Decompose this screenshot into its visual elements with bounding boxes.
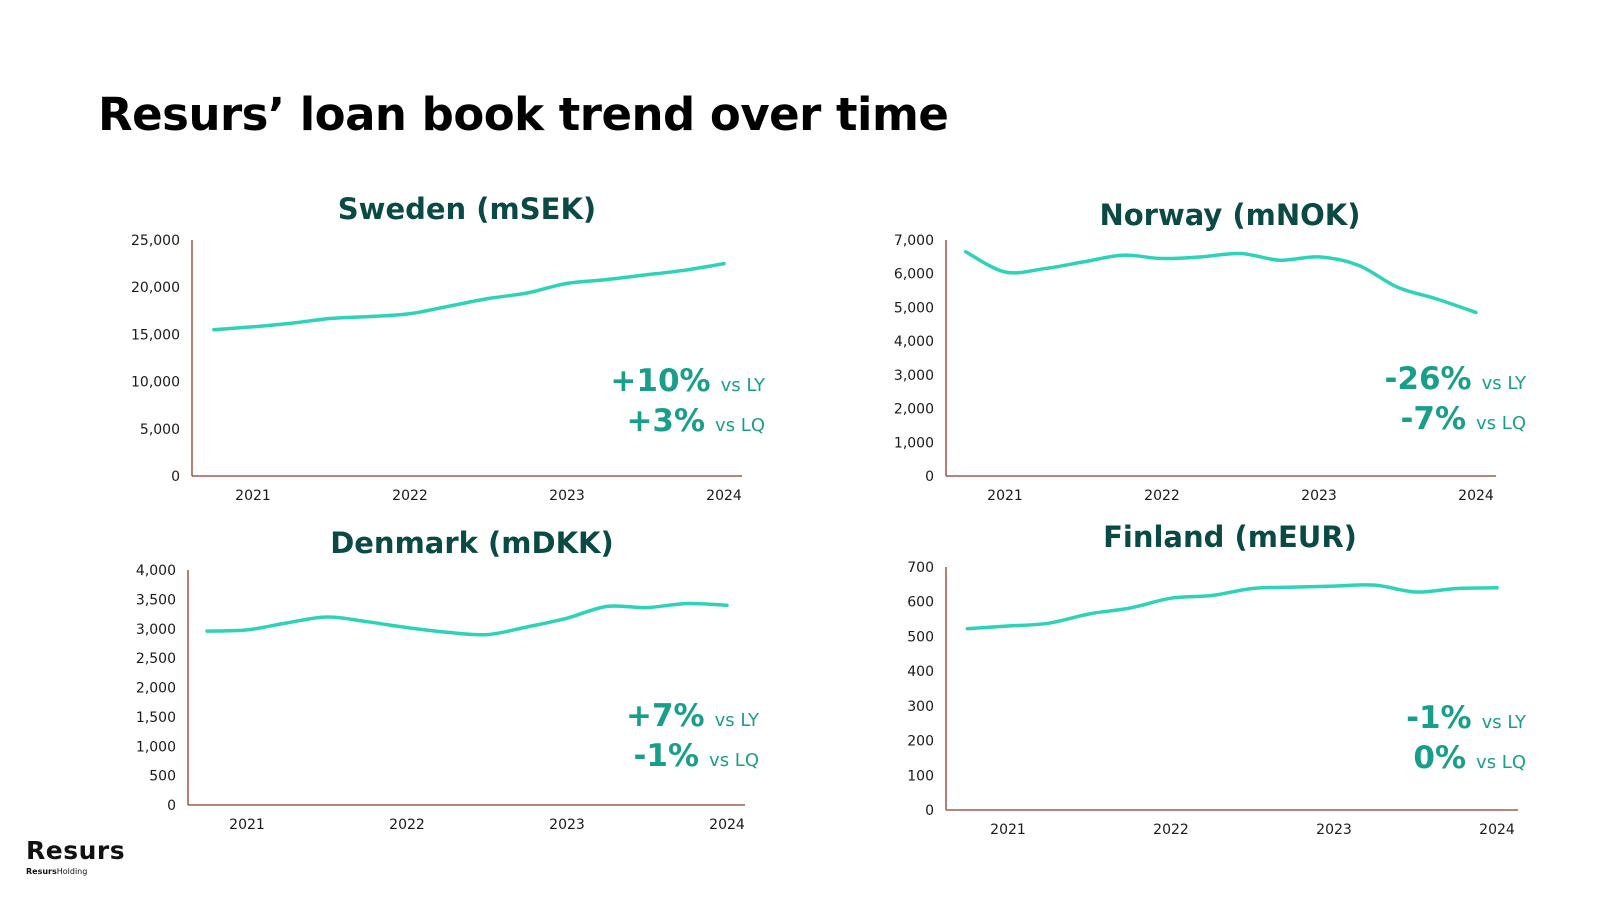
finland-series-line bbox=[965, 583, 1499, 631]
norway-series-line bbox=[964, 250, 1478, 315]
denmark-x-tick-label: 2024 bbox=[709, 817, 745, 833]
denmark-kpi-lq: -1% vs LQ bbox=[634, 738, 759, 774]
denmark-y-tick-label: 0 bbox=[167, 798, 176, 814]
norway-y-tick-label: 2,000 bbox=[894, 402, 934, 418]
finland-y-tick-label: 0 bbox=[925, 803, 934, 819]
denmark-y-tick-label: 3,500 bbox=[136, 592, 176, 608]
sweden-kpi-lq: +3% vs LQ bbox=[626, 403, 765, 439]
denmark-kpi-label: vs LQ bbox=[709, 750, 759, 771]
denmark-y-tick-label: 2,500 bbox=[136, 651, 176, 667]
norway-kpi-label: vs LY bbox=[1482, 373, 1527, 394]
logo-subtitle: ResursHolding bbox=[26, 867, 125, 876]
norway-kpi-value: -7% bbox=[1401, 401, 1467, 437]
finland-x-tick-label: 2024 bbox=[1479, 822, 1515, 838]
sweden-x-tick-label: 2022 bbox=[392, 488, 428, 504]
logo-wordmark: Resurs bbox=[26, 836, 126, 865]
norway-y-tick-label: 1,000 bbox=[894, 435, 934, 451]
denmark-chart-title: Denmark (mDKK) bbox=[330, 526, 614, 560]
sweden-y-tick-label: 15,000 bbox=[131, 327, 180, 343]
finland-y-tick-label: 200 bbox=[907, 734, 934, 750]
denmark-y-tick-label: 3,000 bbox=[136, 622, 176, 638]
finland-kpi-label: vs LY bbox=[1482, 712, 1527, 733]
sweden-y-tick-label: 0 bbox=[171, 469, 180, 485]
norway-y-tick-label: 5,000 bbox=[894, 300, 934, 316]
norway-chart-title: Norway (mNOK) bbox=[1099, 198, 1360, 232]
sweden-y-tick-label: 5,000 bbox=[140, 422, 180, 438]
sweden-kpi-value: +10% bbox=[610, 363, 710, 399]
norway-x-tick-label: 2022 bbox=[1144, 488, 1180, 504]
denmark-kpi-label: vs LY bbox=[715, 710, 760, 731]
norway-y-tick-label: 0 bbox=[925, 469, 934, 485]
norway-y-tick-label: 4,000 bbox=[894, 334, 934, 350]
sweden-x-tick-label: 2023 bbox=[549, 488, 585, 504]
logo-sub-rest: Holding bbox=[56, 867, 88, 876]
finland-kpi-value: 0% bbox=[1413, 740, 1466, 776]
denmark-y-tick-label: 1,500 bbox=[136, 710, 176, 726]
resurs-logo: Resurs ResursHolding bbox=[26, 836, 125, 876]
sweden-x-tick-label: 2021 bbox=[235, 488, 271, 504]
finland-y-tick-label: 400 bbox=[907, 664, 934, 680]
norway-y-tick-label: 3,000 bbox=[894, 368, 934, 384]
norway-y-tick-label: 7,000 bbox=[894, 233, 934, 249]
finland-x-tick-label: 2022 bbox=[1153, 822, 1189, 838]
norway-x-tick-label: 2023 bbox=[1301, 488, 1337, 504]
denmark-x-tick-label: 2023 bbox=[549, 817, 585, 833]
denmark-y-tick-label: 2,000 bbox=[136, 681, 176, 697]
denmark-y-tick-label: 1,000 bbox=[136, 739, 176, 755]
norway-kpi-value: -26% bbox=[1385, 361, 1472, 397]
finland-chart-title: Finland (mEUR) bbox=[1103, 520, 1357, 554]
sweden-series-line bbox=[212, 261, 726, 332]
finland-y-tick-label: 500 bbox=[907, 629, 934, 645]
page-title: Resurs’ loan book trend over time bbox=[98, 88, 949, 141]
denmark-series-line bbox=[205, 601, 729, 637]
denmark-x-tick-label: 2021 bbox=[229, 817, 265, 833]
finland-kpi-label: vs LQ bbox=[1476, 752, 1526, 773]
sweden-kpi-label: vs LY bbox=[721, 375, 766, 396]
sweden-x-tick-label: 2024 bbox=[706, 488, 742, 504]
sweden-y-tick-label: 10,000 bbox=[131, 375, 180, 391]
finland-kpi-ly: -1% vs LY bbox=[1406, 700, 1527, 736]
logo-sub-bold: Resurs bbox=[26, 867, 57, 876]
denmark-kpi-value: -1% bbox=[634, 738, 700, 774]
finland-y-tick-label: 100 bbox=[907, 768, 934, 784]
denmark-x-tick-label: 2022 bbox=[389, 817, 425, 833]
sweden-kpi-ly: +10% vs LY bbox=[610, 363, 766, 399]
finland-y-tick-label: 300 bbox=[907, 699, 934, 715]
sweden-y-tick-label: 25,000 bbox=[131, 233, 180, 249]
denmark-kpi-ly: +7% vs LY bbox=[626, 698, 760, 734]
norway-y-tick-label: 6,000 bbox=[894, 267, 934, 283]
finland-y-tick-label: 600 bbox=[907, 595, 934, 611]
denmark-y-tick-label: 500 bbox=[149, 769, 176, 785]
norway-x-tick-label: 2024 bbox=[1458, 488, 1494, 504]
finland-x-tick-label: 2021 bbox=[990, 822, 1026, 838]
finland-kpi-value: -1% bbox=[1406, 700, 1472, 736]
finland-x-tick-label: 2023 bbox=[1316, 822, 1352, 838]
sweden-kpi-label: vs LQ bbox=[715, 415, 765, 436]
denmark-kpi-value: +7% bbox=[626, 698, 705, 734]
finland-kpi-lq: 0% vs LQ bbox=[1413, 740, 1526, 776]
norway-kpi-label: vs LQ bbox=[1476, 413, 1526, 434]
finland-y-tick-label: 700 bbox=[907, 560, 934, 576]
norway-kpi-lq: -7% vs LQ bbox=[1401, 401, 1526, 437]
sweden-chart-title: Sweden (mSEK) bbox=[338, 192, 596, 226]
norway-x-tick-label: 2021 bbox=[987, 488, 1023, 504]
denmark-y-tick-label: 4,000 bbox=[136, 563, 176, 579]
norway-kpi-ly: -26% vs LY bbox=[1385, 361, 1527, 397]
sweden-y-tick-label: 20,000 bbox=[131, 280, 180, 296]
sweden-kpi-value: +3% bbox=[626, 403, 705, 439]
